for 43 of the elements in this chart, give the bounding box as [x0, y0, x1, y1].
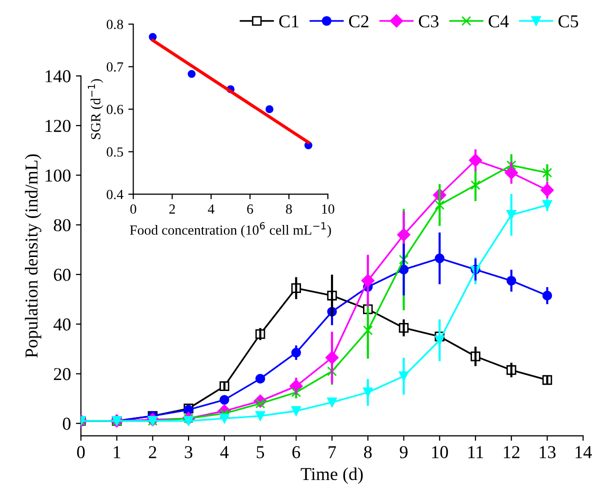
y-axis-title: SGR (d$^{−1}$)	[88, 79, 104, 140]
y-tick-label: 60	[54, 268, 71, 281]
x-tick-label: 10	[322, 204, 334, 214]
legend-label: C5	[558, 15, 578, 28]
y-tick-label: 0	[62, 418, 71, 430]
y-tick-label: 0.4	[106, 190, 124, 200]
x-tick-label: 12	[504, 446, 520, 458]
y-tick-label: 120	[46, 120, 71, 132]
x-axis-title: Food concentration (10$^{6}$ cell mL$^{−1}$)	[130, 222, 331, 238]
x-tick-label: 2	[148, 446, 156, 458]
x-axis-title: Time (d)	[300, 467, 363, 484]
y-axis-title: Population density (ind/mL)	[24, 154, 42, 358]
x-tick-label: 2	[169, 204, 175, 214]
y-tick-label: 80	[54, 219, 71, 232]
x-tick-label: 5	[256, 446, 264, 458]
legend-label: C3	[418, 15, 439, 28]
y-tick-label: 140	[46, 70, 71, 82]
x-tick-label: 8	[364, 446, 372, 458]
x-tick-label: 4	[220, 446, 229, 458]
y-tick-label: 0.5	[106, 147, 124, 157]
x-tick-label: 11	[468, 446, 484, 458]
y-tick-label: 0.8	[106, 20, 124, 30]
x-tick-label: 6	[292, 446, 300, 458]
x-tick-label: 3	[184, 446, 192, 458]
x-tick-label: 9	[400, 446, 408, 458]
legend-label: C4	[488, 15, 509, 28]
x-tick-label: 0	[77, 446, 85, 458]
y-tick-label: 20	[54, 368, 71, 380]
y-tick-label: 40	[53, 318, 71, 331]
x-tick-label: 1	[114, 446, 120, 458]
y-tick-label: 0.6	[106, 104, 124, 114]
x-tick-label: 13	[540, 446, 556, 458]
legend-label: C1	[279, 15, 298, 28]
legend-label: C2	[349, 15, 368, 28]
x-tick-label: 0	[130, 204, 136, 214]
x-tick-label: 4	[208, 204, 214, 214]
x-tick-label: 14	[576, 446, 592, 458]
y-tick-label: 0.7	[106, 62, 124, 72]
x-tick-label: 8	[286, 204, 292, 214]
x-tick-label: 6	[247, 204, 254, 214]
x-tick-label: 7	[328, 446, 336, 458]
x-tick-label: 10	[432, 446, 448, 458]
y-tick-label: 100	[46, 169, 71, 182]
